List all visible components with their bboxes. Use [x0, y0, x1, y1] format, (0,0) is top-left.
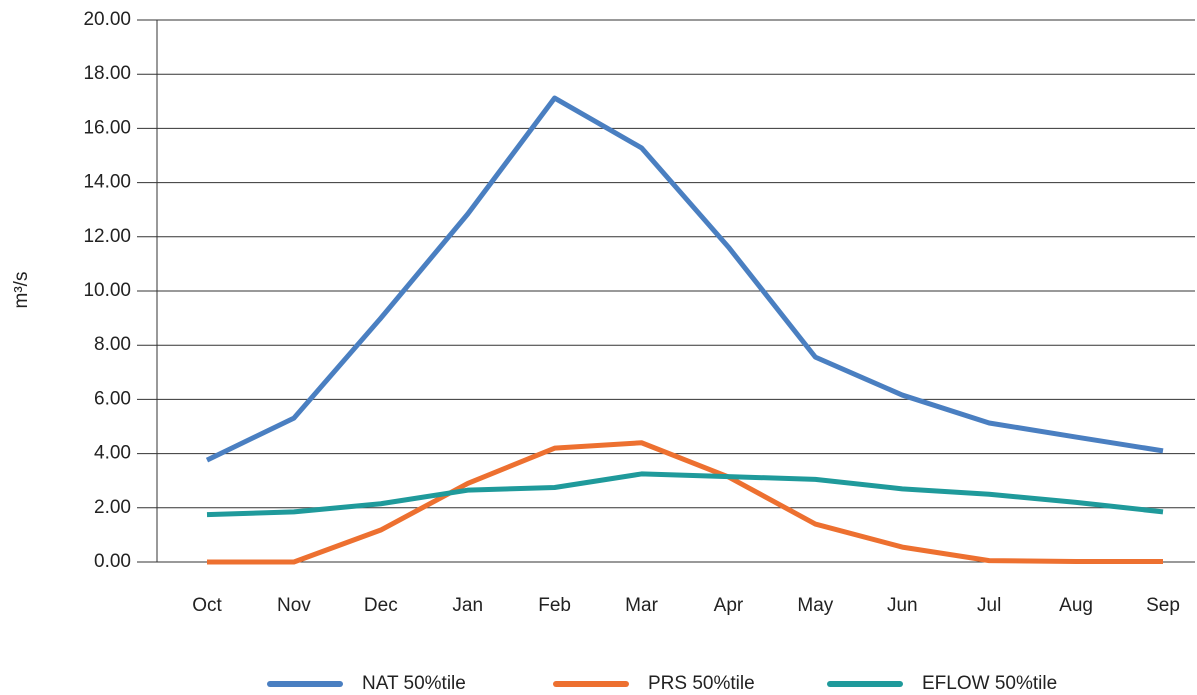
y-tick-label: 0.00	[94, 551, 131, 572]
data-line	[205, 95, 1164, 463]
y-tick-label: 4.00	[94, 443, 131, 464]
legend-label: EFLOW 50%tile	[922, 673, 1057, 694]
y-tick-label: 12.00	[83, 226, 131, 247]
y-tick-label: 8.00	[94, 334, 131, 355]
y-tick-label: 14.00	[83, 172, 131, 193]
x-tick-label: Aug	[1059, 595, 1093, 616]
x-tick-label: Jun	[887, 595, 918, 616]
x-tick-label: Jul	[977, 595, 1001, 616]
x-tick-label: Nov	[277, 595, 311, 616]
x-tick-label: Oct	[192, 595, 222, 616]
y-tick-label: 10.00	[83, 280, 131, 301]
x-tick-label: Feb	[538, 595, 571, 616]
y-axis-label: m³/s	[11, 272, 32, 309]
legend-label: NAT 50%tile	[362, 673, 466, 694]
x-tick-label: May	[797, 595, 833, 616]
x-tick-label: Mar	[625, 595, 658, 616]
data-line	[206, 471, 1164, 518]
x-tick-label: Sep	[1146, 595, 1180, 616]
y-tick-label: 16.00	[83, 117, 131, 138]
y-tick-label: 6.00	[94, 388, 131, 409]
y-tick-label: 2.00	[94, 497, 131, 518]
x-tick-label: Dec	[364, 595, 398, 616]
legend-label: PRS 50%tile	[648, 673, 755, 694]
data-line	[207, 440, 1163, 565]
x-tick-label: Apr	[714, 595, 744, 616]
x-tick-label: Jan	[452, 595, 483, 616]
y-tick-label: 18.00	[83, 63, 131, 84]
y-tick-label: 20.00	[83, 9, 131, 30]
